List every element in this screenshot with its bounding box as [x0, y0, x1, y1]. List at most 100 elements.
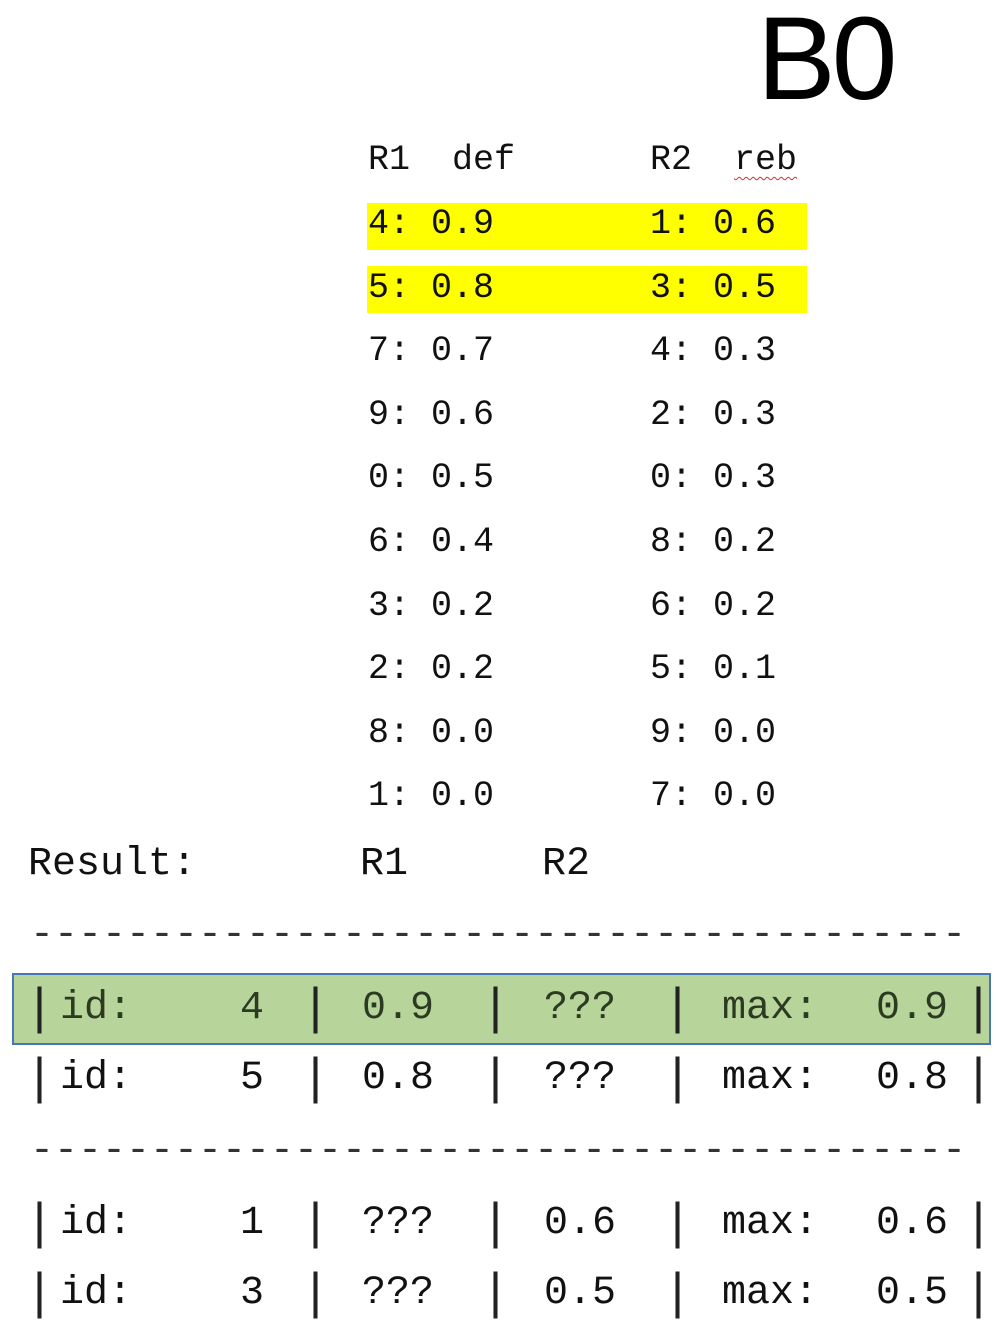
r2-item-id: 0 — [650, 458, 672, 499]
r1-list-item: 2: 0.2 — [368, 652, 494, 687]
colon: : — [671, 267, 714, 308]
column-divider: | — [972, 1048, 985, 1104]
r2-item-value: 0.3 — [713, 458, 777, 499]
result-r2: 0.5 — [544, 1271, 617, 1316]
column-divider: | — [489, 1048, 502, 1104]
colon: : — [671, 712, 714, 753]
r2-item-value: 0.3 — [713, 331, 777, 372]
r1-item-id: 7 — [368, 331, 390, 372]
result-id-label: id: — [60, 1271, 133, 1316]
r1-list-item: 9: 0.6 — [368, 394, 495, 435]
result-max: 0.9 — [876, 986, 949, 1031]
column-divider: | — [671, 1263, 684, 1319]
colon: : — [671, 458, 714, 499]
r2-list-item: 2: 0.3 — [650, 397, 776, 433]
r1-item-value: 0.2 — [431, 649, 495, 690]
column-divider: | — [489, 978, 502, 1034]
colon: : — [671, 522, 714, 562]
r1-item-id: 9 — [368, 394, 390, 435]
r1-item-id: 0 — [368, 458, 390, 499]
colon: : — [389, 394, 432, 435]
result-r1: 0.8 — [362, 1056, 435, 1101]
result-max-label: max: — [722, 1056, 819, 1101]
r1-list-item: 0: 0.5 — [368, 461, 494, 496]
highlight-row-2 — [367, 266, 807, 313]
colon: : — [671, 776, 714, 817]
result-id: 1 — [240, 1201, 265, 1246]
r2-header: R2 reb — [650, 143, 797, 178]
r2-item-id: 7 — [650, 776, 672, 817]
separator-top: --------------------------------------- — [30, 913, 967, 958]
r1-header-name: R1 — [368, 140, 411, 180]
r2-item-id: 9 — [650, 712, 672, 753]
r2-list-item: 8: 0.2 — [650, 525, 776, 560]
result-col-r1: R1 — [360, 842, 409, 887]
result-max-label: max: — [722, 1271, 819, 1316]
r2-item-id: 4 — [650, 331, 672, 372]
result-id: 5 — [240, 1056, 265, 1101]
r2-header-key: reb — [734, 140, 798, 180]
column-divider: | — [309, 1048, 322, 1104]
r2-item-id: 5 — [650, 649, 672, 690]
column-divider: | — [972, 978, 985, 1034]
column-divider: | — [33, 1193, 46, 1249]
r2-item-value: 0.0 — [713, 776, 777, 817]
result-row: | | | | | id: 1??? 0.6 max: 0.6 — [0, 1190, 1000, 1260]
r1-item-value: 0.9 — [431, 204, 495, 244]
r1-list-item: 5: 0.8 — [368, 267, 495, 308]
result-header: Result: — [28, 845, 196, 885]
result-id-label: id: — [60, 986, 133, 1031]
r2-list-item: 9: 0.0 — [650, 712, 777, 753]
r1-list-item: 8: 0.0 — [368, 712, 495, 753]
result-max: 0.5 — [876, 1271, 949, 1316]
column-divider: | — [33, 978, 46, 1034]
r2-item-value: 0.2 — [713, 585, 777, 626]
colon: : — [389, 712, 432, 753]
r1-item-value: 0.6 — [431, 394, 495, 435]
result-max-label: max: — [722, 1201, 819, 1246]
r2-item-value: 0.2 — [713, 522, 777, 562]
r1-item-value: 0.5 — [431, 458, 495, 499]
r2-item-value: 0.0 — [713, 712, 777, 753]
r1-list-item: 7: 0.7 — [368, 334, 494, 369]
colon: : — [389, 776, 432, 817]
r2-item-id: 8 — [650, 522, 672, 562]
r1-list-item: 4: 0.9 — [368, 207, 494, 242]
result-r2: ??? — [544, 986, 617, 1031]
column-divider: | — [309, 978, 322, 1034]
result-r1: ??? — [362, 1201, 435, 1246]
r2-list-item: 5: 0.1 — [650, 652, 776, 687]
r1-item-id: 8 — [368, 712, 390, 753]
column-divider: | — [33, 1048, 46, 1104]
column-divider: | — [489, 1263, 502, 1319]
r2-item-id: 1 — [650, 204, 672, 244]
result-r1: ??? — [362, 1271, 435, 1316]
result-id: 4 — [240, 986, 265, 1031]
r2-list-item: 0: 0.3 — [650, 461, 776, 496]
result-row: | | | | | id: 3??? 0.5 max: 0.5 — [0, 1260, 1000, 1330]
colon: : — [389, 649, 432, 690]
result-r1: 0.9 — [362, 986, 435, 1031]
highlight-row-1 — [367, 203, 807, 250]
r2-list-item: 3: 0.5 — [650, 267, 777, 308]
selected-row-highlight[interactable] — [12, 973, 991, 1045]
r2-item-value: 0.5 — [713, 267, 777, 308]
r1-item-value: 0.0 — [431, 712, 495, 753]
result-col-r2: R2 — [542, 842, 591, 887]
r1-header: R1 def — [368, 143, 515, 178]
r2-header-name: R2 — [650, 140, 693, 180]
column-divider: | — [671, 978, 684, 1034]
result-r2: 0.6 — [544, 1201, 617, 1246]
separator-mid: --------------------------------------- — [30, 1129, 967, 1174]
column-divider: | — [972, 1193, 985, 1249]
r2-list-item: 7: 0.0 — [650, 779, 776, 814]
result-r2: ??? — [544, 1056, 617, 1101]
colon: : — [389, 458, 432, 499]
colon: : — [389, 204, 432, 244]
column-divider: | — [309, 1193, 322, 1249]
page-title: B0 — [757, 0, 897, 125]
colon: : — [671, 331, 714, 372]
column-divider: | — [33, 1263, 46, 1319]
result-row[interactable]: | | | | | id: 4 0.9??? max: 0.9 — [0, 975, 1000, 1045]
r1-item-value: 0.8 — [431, 267, 495, 308]
